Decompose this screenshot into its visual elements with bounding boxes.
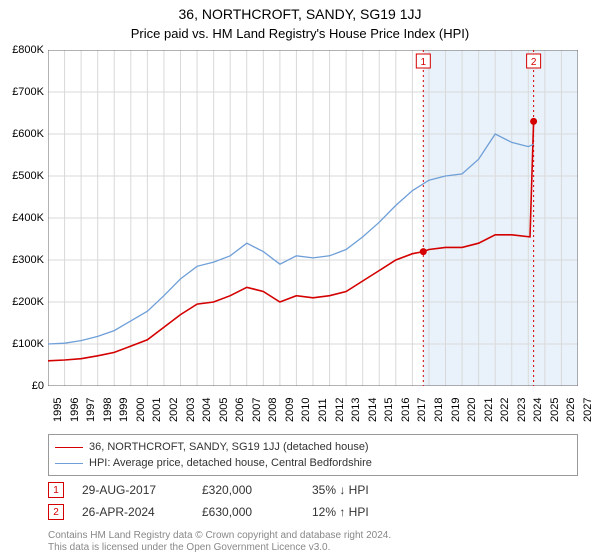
sale-price: £320,000	[202, 483, 312, 497]
y-axis-labels: £0£100K£200K£300K£400K£500K£600K£700K£80…	[0, 50, 48, 386]
sale-row: 1 29-AUG-2017 £320,000 35% ↓ HPI	[48, 482, 578, 498]
svg-text:2: 2	[531, 57, 537, 68]
chart-legend: 36, NORTHCROFT, SANDY, SG19 1JJ (detache…	[48, 434, 578, 476]
page-title: 36, NORTHCROFT, SANDY, SG19 1JJ	[0, 6, 600, 22]
x-axis-labels: 1995199619971998199920002001200220032004…	[48, 390, 578, 430]
legend-label: HPI: Average price, detached house, Cent…	[89, 455, 372, 471]
sale-marker: 2	[48, 504, 64, 520]
attribution: Contains HM Land Registry data © Crown c…	[48, 530, 578, 554]
sale-marker: 1	[48, 482, 64, 498]
legend-swatch	[55, 447, 83, 448]
sale-date: 29-AUG-2017	[82, 483, 202, 497]
legend-item: 36, NORTHCROFT, SANDY, SG19 1JJ (detache…	[55, 439, 571, 455]
sale-delta-vs-hpi: 12% ↑ HPI	[312, 505, 432, 519]
sale-date: 26-APR-2024	[82, 505, 202, 519]
legend-label: 36, NORTHCROFT, SANDY, SG19 1JJ (detache…	[89, 439, 369, 455]
legend-item: HPI: Average price, detached house, Cent…	[55, 455, 571, 471]
page-subtitle: Price paid vs. HM Land Registry's House …	[0, 26, 600, 41]
svg-text:1: 1	[421, 57, 427, 68]
price-chart: 12	[48, 50, 578, 386]
sale-delta-vs-hpi: 35% ↓ HPI	[312, 483, 432, 497]
legend-swatch	[55, 463, 83, 464]
attribution-line: Contains HM Land Registry data © Crown c…	[48, 530, 578, 542]
sale-row: 2 26-APR-2024 £630,000 12% ↑ HPI	[48, 504, 578, 520]
attribution-line: This data is licensed under the Open Gov…	[48, 542, 578, 554]
sales-table: 1 29-AUG-2017 £320,000 35% ↓ HPI 2 26-AP…	[48, 476, 578, 520]
sale-price: £630,000	[202, 505, 312, 519]
